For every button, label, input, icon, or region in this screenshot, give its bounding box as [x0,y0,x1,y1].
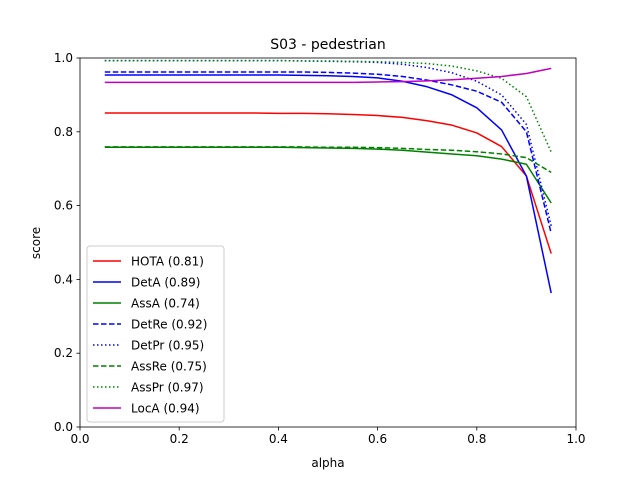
series-line-3 [104,71,552,234]
legend-label-4: DetPr (0.95) [131,339,204,353]
legend-label-5: AssRe (0.75) [131,360,207,374]
y-axis-label: score [29,227,43,259]
x-axis-label: alpha [311,456,344,470]
x-tick-label: 0.6 [368,432,387,446]
x-tick-label: 0.4 [269,432,288,446]
y-tick-label: 0.0 [54,420,73,434]
y-tick-label: 0.2 [54,346,73,360]
legend-label-7: LocA (0.94) [131,402,200,416]
series-line-0 [104,112,552,254]
series-line-1 [104,74,552,294]
series-line-7 [104,67,552,84]
legend-label-2: AssA (0.74) [131,297,200,311]
y-tick-label: 0.6 [54,199,73,213]
axes-frame [79,57,577,428]
series-line-6 [104,59,552,153]
y-tick-label: 0.8 [54,125,73,139]
legend-label-1: DetA (0.89) [131,276,200,290]
legend-frame [86,245,225,423]
legend-label-6: AssPr (0.97) [131,381,204,395]
x-tick-label: 1.0 [566,432,585,446]
y-tick-label: 0.4 [54,272,73,286]
x-tick-label: 0.0 [70,432,89,446]
x-tick-label: 0.8 [467,432,486,446]
legend: HOTA (0.81) DetA (0.89) AssA (0.74) DetRe (… [86,245,225,423]
series-line-5 [104,146,552,174]
legend-label-0: HOTA (0.81) [131,255,204,269]
chart-title: S03 - pedestrian [270,37,386,53]
x-tick-label: 0.2 [170,432,189,446]
legend-label-3: DetRe (0.92) [131,318,207,332]
plot-area [104,59,552,294]
axes: 0.0 0.2 0.4 0.6 0.8 1.0 0.0 0.2 0.4 0.6 0.8 1.0 [54,51,586,446]
y-tick-label: 1.0 [54,51,73,65]
